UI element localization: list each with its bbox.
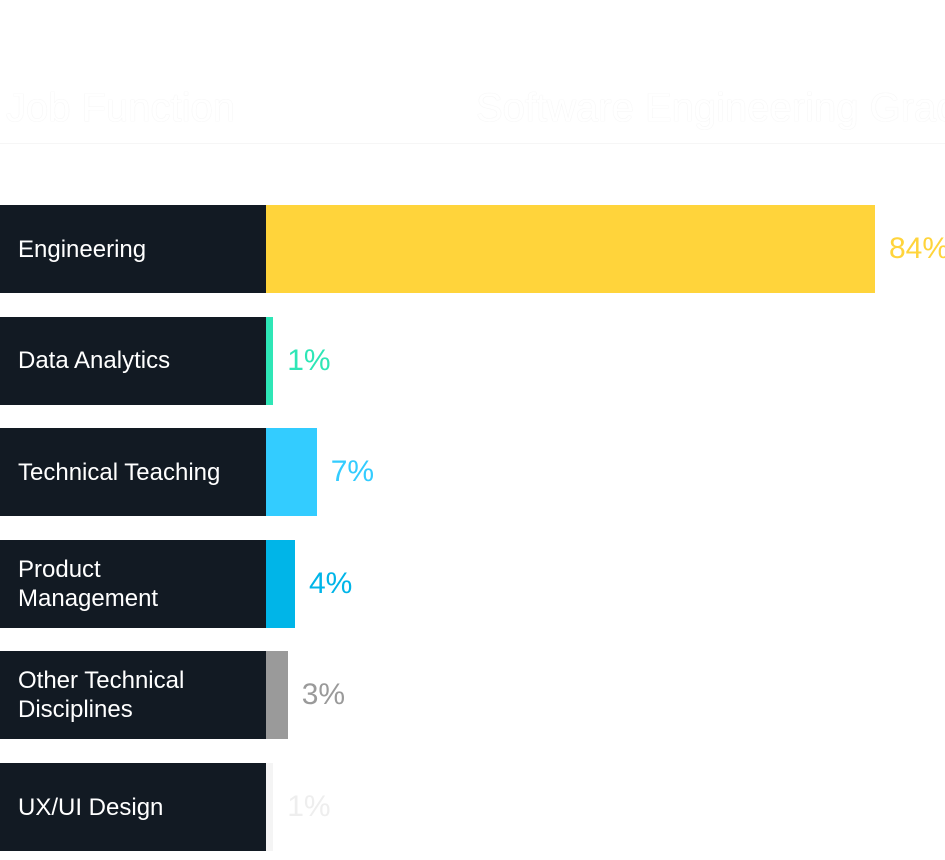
value-label: 7% — [330, 455, 375, 489]
category-label: UX/UI Design — [0, 763, 266, 851]
bar-row: Engineering 84% — [0, 205, 945, 293]
category-label: Engineering — [0, 205, 266, 293]
bar-row: Data Analytics 1% — [0, 316, 945, 405]
category-label: Other Technical Disciplines — [0, 651, 266, 740]
category-label: Technical Teaching — [0, 428, 266, 517]
bar-row: Technical Teaching 7% — [0, 428, 945, 517]
category-label: Data Analytics — [0, 316, 266, 405]
bar — [266, 316, 274, 405]
bar — [266, 763, 274, 851]
bar — [266, 539, 295, 628]
column-header-job-function: Job Function — [6, 86, 236, 130]
bar-row: Product Management 4% — [0, 539, 945, 628]
value-label: 3% — [301, 678, 346, 712]
bar — [266, 428, 317, 517]
header-divider — [0, 143, 945, 144]
value-label: 1% — [287, 343, 331, 377]
column-header-grads: Software Engineering Grads — [476, 86, 945, 130]
value-label: 1% — [287, 790, 331, 823]
value-label: 4% — [309, 566, 353, 600]
bar-row: Other Technical Disciplines 3% — [0, 651, 945, 740]
bar — [266, 205, 875, 293]
value-label: 84% — [889, 232, 945, 265]
bar — [266, 651, 288, 740]
bar-row: UX/UI Design 1% — [0, 763, 945, 851]
category-label: Product Management — [0, 539, 266, 628]
